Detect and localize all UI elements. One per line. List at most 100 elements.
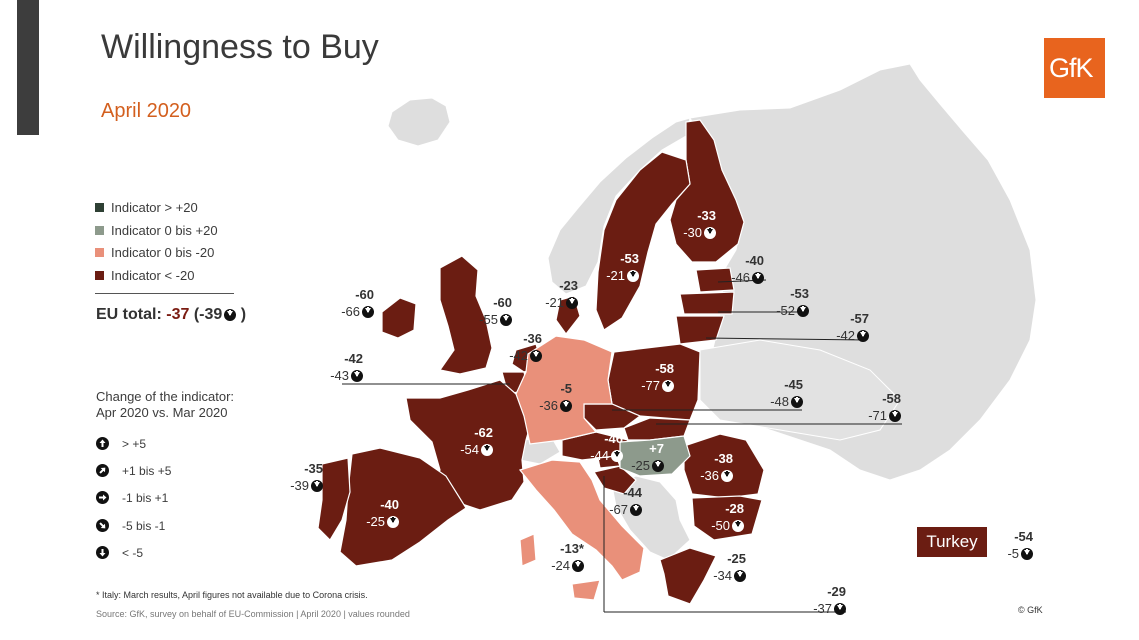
- country-change: -44: [590, 447, 623, 464]
- country-value: -46: [604, 431, 623, 446]
- legend-label: Indicator < -20: [111, 268, 195, 284]
- uk-shape: [438, 255, 493, 375]
- arrow-down-icon: [752, 272, 764, 284]
- norway-shape: [547, 117, 691, 295]
- country-value: -28: [725, 501, 744, 516]
- latvia-shape: [679, 291, 735, 315]
- country-change: -46: [731, 269, 764, 286]
- country-change: -66: [341, 303, 374, 320]
- country-label-nl: -36 -42: [509, 330, 542, 364]
- country-label-pt: -35 -39: [290, 460, 323, 494]
- germany-shape: [515, 335, 613, 445]
- arrow-down-icon: [530, 350, 542, 362]
- source-note: Source: GfK, survey on behalf of EU-Comm…: [96, 609, 410, 619]
- country-change: -50: [711, 517, 744, 534]
- country-label-fr: -62 -54: [460, 424, 493, 458]
- arrow-down-icon: [734, 570, 746, 582]
- arrow-down-icon: [566, 297, 578, 309]
- country-change: -21: [606, 267, 639, 284]
- country-change: -71: [868, 407, 901, 424]
- change-legend-item: +1 bis +5: [96, 464, 171, 491]
- country-label-se: -53 -21: [606, 250, 639, 284]
- eu-total-close: ): [240, 306, 247, 323]
- country-label-hr: -44 -67: [609, 484, 642, 518]
- legend-item: Indicator 0 bis +20: [95, 223, 218, 246]
- page-subtitle: April 2020: [101, 100, 192, 122]
- arrow-down-icon: [362, 306, 374, 318]
- country-label-tr: -54 -5: [1007, 528, 1033, 562]
- country-change: -42: [836, 327, 869, 344]
- romania-shape: [683, 433, 765, 499]
- country-label-dk: -23 -21: [545, 277, 578, 311]
- sardinia-shape: [519, 533, 537, 567]
- country-change: -48: [770, 393, 803, 410]
- country-value: -38: [714, 451, 733, 466]
- arrow-down-icon: [662, 380, 674, 392]
- country-value: -29: [827, 584, 846, 599]
- country-label-at: -46 -44: [590, 430, 623, 464]
- balkans-shape: [611, 475, 691, 561]
- lithuania-shape: [675, 315, 725, 345]
- country-change: -42: [509, 347, 542, 364]
- change-title-line1: Change of the indicator:: [96, 389, 235, 404]
- italy-shape: [518, 459, 645, 581]
- arrow-down-icon: [627, 270, 639, 282]
- arrow-down-icon: [704, 227, 716, 239]
- arrow-down-icon: [630, 504, 642, 516]
- spain-shape: [339, 447, 467, 567]
- legend-swatch: [95, 248, 104, 258]
- country-value: -42: [344, 351, 363, 366]
- country-label-gr: -25 -34: [713, 550, 746, 584]
- ireland-shape: [381, 297, 417, 339]
- country-value: -57: [850, 311, 869, 326]
- country-label-lv: -53 -52: [776, 285, 809, 319]
- country-value: -40: [745, 253, 764, 268]
- arrow-up-right-icon: [96, 464, 109, 478]
- arrow-down-icon: [96, 545, 109, 559]
- country-label-it: -13* -24: [551, 540, 584, 574]
- arrow-down-icon: [732, 520, 744, 532]
- country-value: -45: [784, 377, 803, 392]
- country-value: -36: [523, 331, 542, 346]
- country-label-pl: -58 -77: [641, 360, 674, 394]
- hungary-shape: [619, 435, 691, 477]
- country-change: -21: [545, 294, 578, 311]
- country-value: -44: [623, 485, 642, 500]
- change-legend-label: -1 bis +1: [122, 491, 169, 506]
- color-legend: Indicator > +20 Indicator 0 bis +20 Indi…: [95, 200, 218, 291]
- country-label-sk: -58 -71: [868, 390, 901, 424]
- change-legend-label: -5 bis -1: [122, 518, 166, 533]
- country-value: -5: [560, 381, 572, 396]
- sicily-shape: [571, 579, 601, 601]
- legend-item: Indicator < -20: [95, 268, 218, 291]
- country-value: -25: [727, 551, 746, 566]
- legend-label: Indicator 0 bis -20: [111, 245, 215, 261]
- country-change: -55: [479, 311, 512, 328]
- arrow-down-icon: [351, 370, 363, 382]
- arrow-down-icon: [560, 400, 572, 412]
- arrow-up-icon: [96, 437, 109, 450]
- country-value: -58: [655, 361, 674, 376]
- eu-total-label: EU total:: [96, 306, 162, 323]
- country-change: -39: [290, 477, 323, 494]
- legend-swatch: [95, 271, 104, 281]
- country-value: +7: [649, 441, 664, 456]
- estonia-shape: [695, 267, 735, 293]
- eu-total-change: (-39: [193, 306, 223, 323]
- arrow-down-icon: [834, 603, 846, 615]
- arrow-down-right-icon: [96, 518, 109, 532]
- country-change: -5: [1007, 545, 1033, 562]
- country-change: -36: [700, 467, 733, 484]
- country-value: -60: [355, 287, 374, 302]
- change-legend-item: < -5: [96, 545, 171, 573]
- page-title: Willingness to Buy: [101, 28, 379, 66]
- legend-swatch: [95, 225, 104, 235]
- country-label-cy: -29 -37: [813, 583, 846, 617]
- country-value: -13*: [560, 541, 584, 556]
- eu-total-value: -37: [166, 306, 190, 323]
- portugal-shape: [317, 457, 351, 541]
- country-value: -58: [882, 391, 901, 406]
- arrow-down-icon: [387, 516, 399, 528]
- arrow-down-icon: [791, 396, 803, 408]
- country-value: -53: [790, 286, 809, 301]
